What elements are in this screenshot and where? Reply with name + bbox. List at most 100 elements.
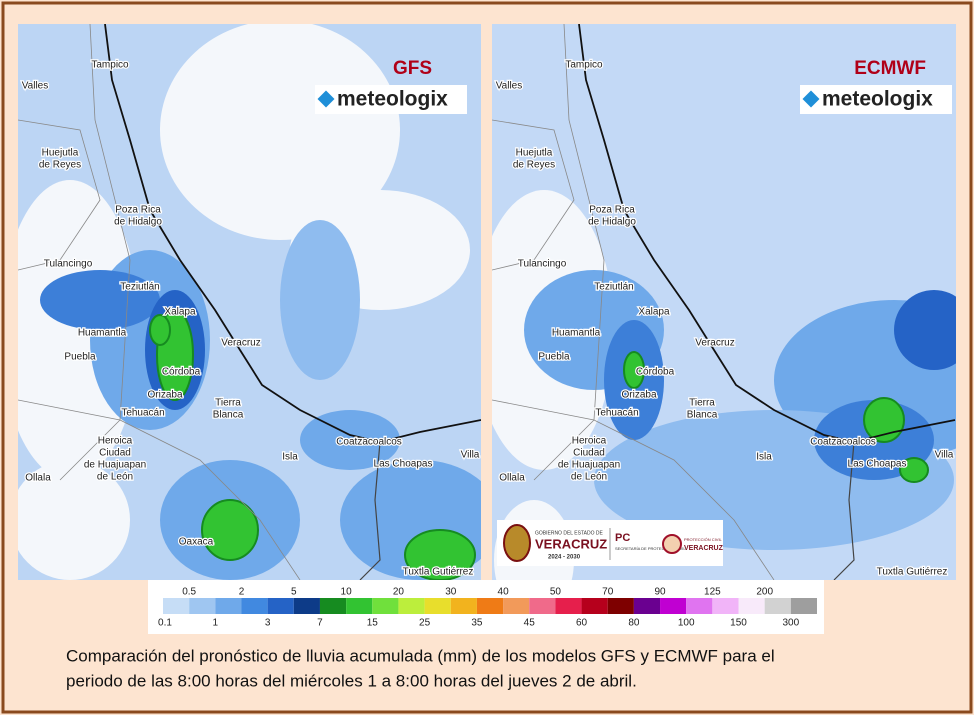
place-label: Huamantla xyxy=(78,328,127,339)
place-label: Coatzacoalcos xyxy=(336,437,402,448)
colorbar-swatch xyxy=(189,598,216,614)
state-border xyxy=(59,24,131,481)
logo-icon xyxy=(317,90,335,108)
place-label: de Reyes xyxy=(513,160,555,171)
heavy-rain-area xyxy=(623,351,645,389)
colorbar-label: 1 xyxy=(213,618,219,629)
place-label: Valles xyxy=(496,81,523,92)
institution-logo: GOBIERNO DEL ESTADO DE VERACRUZ 2024 - 203… xyxy=(497,520,724,566)
place-label: Ciudad xyxy=(99,448,131,459)
heavy-rain-area xyxy=(149,314,171,346)
colorbar-swatch xyxy=(267,598,294,614)
colorbar-label: 80 xyxy=(628,618,640,629)
place-label: Huamantla xyxy=(552,328,601,339)
colorbar-label: 300 xyxy=(782,618,799,629)
place-label: Tulancingo xyxy=(518,259,567,270)
colorbar-swatch xyxy=(660,598,687,614)
colorbar-swatch xyxy=(790,598,817,614)
place-label: Villa xyxy=(461,450,480,461)
place-label: Blanca xyxy=(213,410,244,421)
logo-icon xyxy=(802,90,820,108)
colorbar-label: 150 xyxy=(730,618,747,629)
colorbar-swatch xyxy=(424,598,451,614)
model-label: GFS xyxy=(393,58,432,79)
heavy-rain-area xyxy=(863,397,905,443)
place-label: de Hidalgo xyxy=(588,217,636,228)
place-label: Puebla xyxy=(64,352,96,363)
place-label: Oaxaca xyxy=(179,537,214,548)
place-label: Tehuacán xyxy=(121,408,164,419)
colorbar-label: 0.5 xyxy=(182,587,196,598)
place-label: Córdoba xyxy=(162,367,201,378)
colorbar-label: 50 xyxy=(550,587,562,598)
place-label: Villa xyxy=(935,450,954,461)
heavy-rain-area xyxy=(201,499,259,561)
place-label: Córdoba xyxy=(636,367,675,378)
caption-line: Comparación del pronóstico de lluvia acu… xyxy=(66,646,775,665)
logo-box xyxy=(800,85,952,114)
place-label: Huejutla xyxy=(42,148,79,159)
place-label: Isla xyxy=(282,452,298,463)
colorbar-swatch xyxy=(241,598,268,614)
colorbar-swatch xyxy=(372,598,399,614)
logo-line: GOBIERNO DEL ESTADO DE xyxy=(535,530,603,536)
colorbar-swatch xyxy=(476,598,504,614)
rain-area xyxy=(280,220,360,380)
logo-line: PC xyxy=(615,532,630,544)
colorbar-label: 7 xyxy=(317,618,323,629)
colorbar-label: 0.1 xyxy=(158,618,172,629)
colorbar-label: 2 xyxy=(239,587,245,598)
place-label: Tehuacán xyxy=(595,408,638,419)
place-label: Puebla xyxy=(538,352,570,363)
place-label: Isla xyxy=(756,452,772,463)
place-label: Teziutlán xyxy=(594,282,633,293)
rain-area xyxy=(894,290,956,370)
colorbar-swatch xyxy=(215,598,242,614)
place-label: Las Choapas xyxy=(848,459,907,470)
model-label: ECMWF xyxy=(854,58,926,79)
state-border xyxy=(18,399,301,580)
colorbar-swatch xyxy=(738,598,765,614)
colorbar-swatch xyxy=(529,598,556,614)
rain-area xyxy=(300,410,400,470)
place-label: Xalapa xyxy=(164,307,196,318)
logo-line: 2024 - 2030 xyxy=(548,555,581,561)
colorbar-swatch xyxy=(764,598,791,614)
place-label: Veracruz xyxy=(221,338,260,349)
colorbar-label: 20 xyxy=(393,587,405,598)
place-label: Tuxtla Gutiérrez xyxy=(877,567,948,578)
state-border xyxy=(492,399,775,580)
place-label: de Huajuapan xyxy=(84,460,146,471)
colorbar-label: 100 xyxy=(678,618,695,629)
place-label: Ollala xyxy=(25,473,51,484)
colorbar-swatch xyxy=(450,598,477,614)
place-label: Heroica xyxy=(572,436,607,447)
colorbar-swatch xyxy=(555,598,582,614)
logo-box xyxy=(315,85,467,114)
heavy-rain-area xyxy=(899,457,929,483)
colorbar-swatch xyxy=(319,598,347,614)
logo-line: VERACRUZ xyxy=(684,545,724,552)
place-label: Tampico xyxy=(91,60,129,71)
colorbar-label: 25 xyxy=(419,618,431,629)
colorbar-label: 70 xyxy=(602,587,614,598)
colorbar-swatch xyxy=(686,598,713,614)
place-label: Coatzacoalcos xyxy=(810,437,876,448)
colorbar-label: 40 xyxy=(498,587,510,598)
logo-text: meteologix xyxy=(822,88,933,111)
colorbar-label: 60 xyxy=(576,618,588,629)
place-label: de León xyxy=(571,472,607,483)
place-label: Valles xyxy=(22,81,49,92)
colorbar-label: 5 xyxy=(291,587,297,598)
colorbar-swatch xyxy=(346,598,373,614)
place-label: Orizaba xyxy=(621,390,656,401)
state-border xyxy=(833,441,855,580)
colorbar-swatch xyxy=(293,598,320,614)
colorbar-label: 90 xyxy=(654,587,666,598)
state-border xyxy=(18,119,101,271)
state-border xyxy=(492,119,575,271)
place-label: Las Choapas xyxy=(374,459,433,470)
